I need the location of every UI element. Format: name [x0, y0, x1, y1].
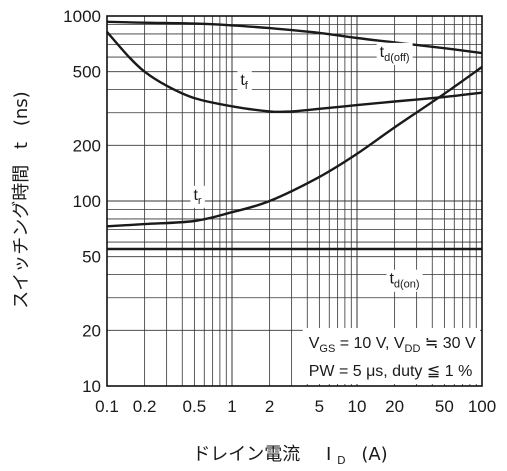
x-tick-label: 1 [227, 397, 236, 416]
series-label-main: t [380, 44, 385, 61]
plot-frame [106, 15, 483, 387]
series-label-sub: d(on) [394, 279, 420, 291]
x-tick-label: 2 [265, 397, 274, 416]
y-axis-symbol: t [11, 142, 32, 149]
series-label-background [237, 71, 252, 94]
y-tick-labels: 10 20 50 100 200 500 1000 [63, 7, 101, 396]
x-tick-label: 0.2 [133, 397, 157, 416]
series-label-sub: f [245, 80, 249, 92]
series-label-text: tr [193, 187, 201, 207]
conditions-background [302, 328, 480, 384]
series-t-d-off-label: td(off) [376, 42, 413, 65]
condition-text: PW = 5 μs, duty ≦ 1 % [309, 363, 473, 380]
condition-subscript: DD [405, 343, 421, 355]
x-tick-label: 5 [315, 397, 324, 416]
curves [106, 20, 483, 251]
x-tick-label: 50 [435, 397, 454, 416]
x-axis-label-main: ドレイン電流 [192, 444, 300, 465]
x-tick-label: 20 [385, 397, 404, 416]
x-tick-label: 0.5 [183, 397, 207, 416]
series-label-main: t [240, 72, 245, 89]
condition-text: V [309, 335, 320, 352]
series-label-main: t [389, 271, 394, 288]
series-label-background [376, 42, 413, 65]
condition-text: ≒ 30 V [420, 335, 476, 352]
series-t-f-label: tf [237, 71, 252, 94]
y-axis-label: スイッチング時間 t (ns) [11, 91, 32, 308]
conditions-box: VGS = 10 V, VDD ≒ 30 V PW = 5 μs, duty ≦ … [302, 328, 480, 384]
condition-subscript: GS [319, 343, 335, 355]
y-tick-label: 100 [73, 192, 101, 211]
x-axis-symbol: I [326, 444, 331, 465]
grid [106, 16, 482, 387]
plot-border [106, 15, 483, 387]
x-tick-label: 0.1 [95, 397, 119, 416]
x-axis-symbol-sub: D [337, 454, 345, 467]
series-label-text: tf [240, 72, 248, 92]
y-tick-label: 50 [82, 248, 101, 267]
series-t-d-off-line [106, 20, 483, 55]
series-t-r-line [106, 66, 483, 228]
condition-text: = 10 V, V [335, 335, 405, 352]
x-tick-labels: 0.1 0.2 0.5 1 2 5 10 20 50 100 [95, 397, 496, 416]
y-tick-label: 10 [82, 377, 101, 396]
series-label-sub: d(off) [384, 52, 409, 64]
series-label-sub: r [198, 195, 202, 207]
y-axis-unit: (ns) [11, 91, 32, 126]
series-label-text: td(on) [389, 271, 419, 291]
condition-line: PW = 5 μs, duty ≦ 1 % [309, 363, 473, 380]
y-tick-label: 500 [73, 63, 101, 82]
series-t-r-label: tr [190, 185, 205, 208]
x-tick-label: 100 [468, 397, 496, 416]
x-axis-unit: (A) [361, 444, 387, 465]
series-label-background [190, 185, 205, 208]
y-tick-label: 200 [73, 136, 101, 155]
y-axis-label-main: スイッチング時間 [11, 165, 32, 309]
series-t-f-line [106, 31, 483, 114]
series-label-text: td(off) [380, 44, 410, 64]
series-label-background [386, 269, 423, 292]
series-label-main: t [193, 187, 198, 204]
y-tick-label: 1000 [63, 7, 101, 26]
series-t-d-on-label: td(on) [386, 269, 423, 292]
y-tick-label: 20 [82, 321, 101, 340]
x-tick-label: 10 [348, 397, 367, 416]
x-axis-label: ドレイン電流 I D (A) [192, 444, 387, 469]
condition-line: VGS = 10 V, VDD ≒ 30 V [309, 335, 476, 355]
